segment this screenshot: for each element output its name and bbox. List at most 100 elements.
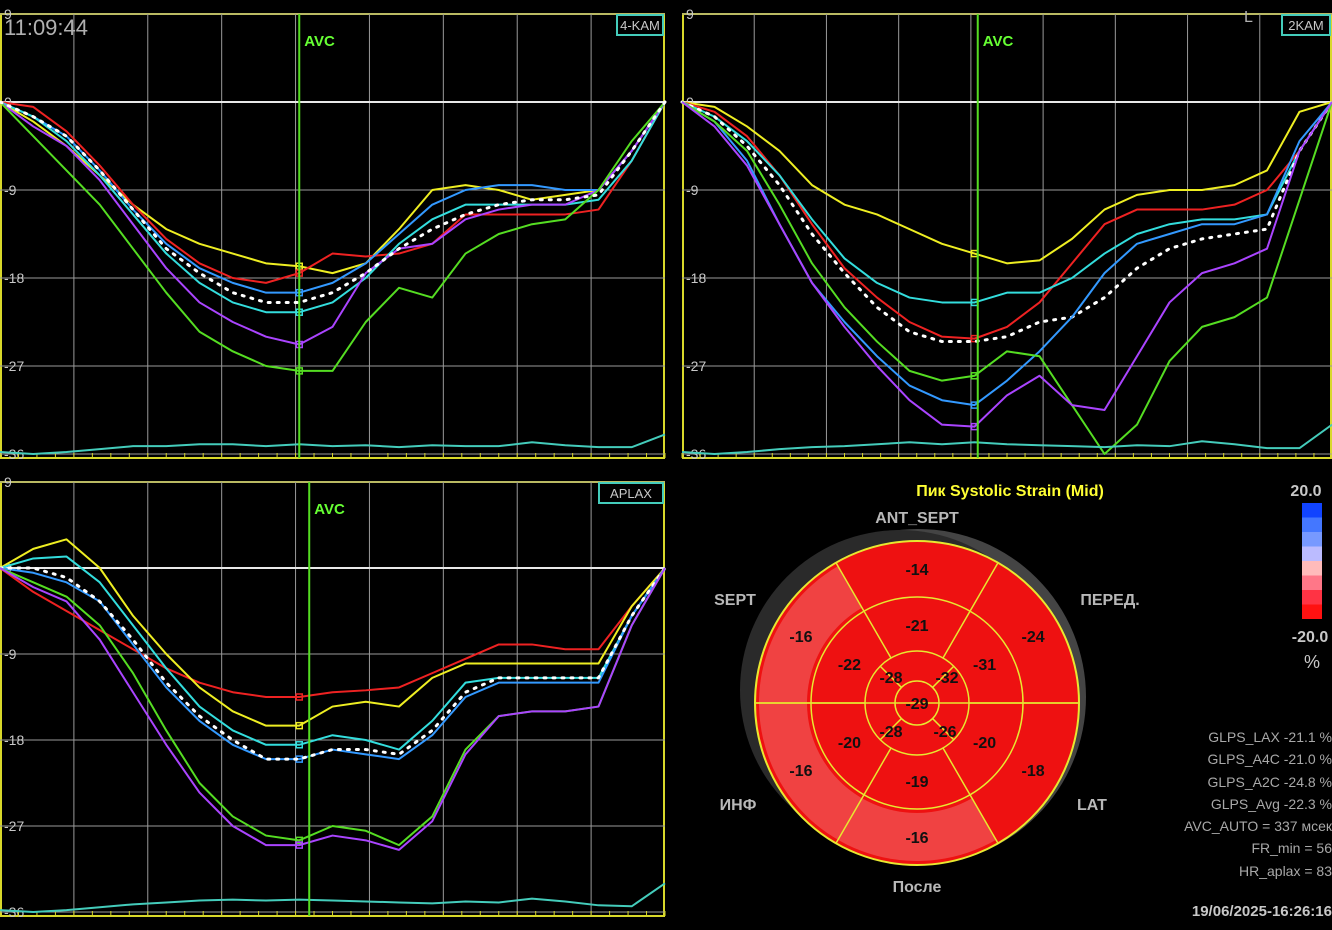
ecg-trace — [0, 882, 666, 914]
y-tick-label: -18 — [4, 732, 24, 748]
panel-frame — [0, 481, 665, 917]
corner-marker: L — [1244, 9, 1253, 26]
stat-glps-a4c: GLPS_A4C -21.0 % — [1207, 751, 1332, 767]
time-display: 11:09:44 — [4, 15, 88, 40]
y-tick-label: -9 — [4, 182, 17, 198]
segment-divider — [835, 562, 892, 659]
datetime-stamp: 19/06/2025-16:26:16 — [1192, 903, 1332, 920]
mid-segment-value: -21 — [905, 618, 928, 635]
stat-glps-avg: GLPS_Avg -22.3 % — [1211, 796, 1332, 812]
apex-segment-value: -29 — [905, 696, 928, 713]
basal-segment-value: -16 — [789, 763, 812, 780]
view-tag-label: 4-KAM — [620, 18, 660, 33]
strain-curve-blue — [0, 101, 666, 294]
mid-segment-value: -20 — [973, 735, 996, 752]
strain-curve-cyan — [0, 101, 666, 314]
peak-marker — [295, 693, 303, 701]
y-tick-label: -27 — [4, 818, 24, 834]
apical-segment-value: -28 — [879, 670, 902, 687]
strain-curve-yellow — [681, 101, 1332, 265]
wall-label-ant-sept: ANT_SEPT — [875, 510, 959, 527]
strain-curve-blue — [681, 101, 1332, 407]
scale-swatch — [1302, 561, 1322, 576]
peak-marker — [295, 841, 303, 849]
basal-segment-value: -14 — [905, 562, 928, 579]
strain-panel-2: 9 0 -9 -18 -27 -36 AVC 2KAM — [680, 6, 1332, 462]
apical-divider — [879, 665, 902, 688]
panel-frame — [0, 13, 665, 459]
y-tick-label: 9 — [4, 474, 12, 490]
strain-curve-green — [0, 101, 666, 372]
color-scale-bar — [1302, 503, 1322, 619]
peak-marker — [295, 836, 303, 845]
global-strain-stats: GLPS_LAX -21.1 % GLPS_A4C -21.0 % GLPS_A… — [1184, 729, 1332, 879]
basal-segment-value: -16 — [789, 629, 812, 646]
avc-label: AVC — [304, 33, 335, 50]
scale-max: 20.0 — [1290, 483, 1321, 500]
apical-segment-value: -26 — [933, 724, 956, 741]
avc-label: AVC — [314, 501, 345, 518]
y-tick-label: -27 — [4, 358, 24, 374]
y-tick-label: 9 — [686, 6, 694, 22]
bullseye-light-region — [758, 566, 996, 861]
y-tick-label: -27 — [686, 358, 706, 374]
wall-label-ant: ПЕРЕД. — [1080, 592, 1139, 609]
peak-marker — [295, 741, 303, 749]
view-tag-label: 2KAM — [1288, 18, 1323, 33]
mid-segment-value: -19 — [905, 774, 928, 791]
view-tag-box — [598, 482, 664, 504]
strain-curve-yellow — [0, 538, 666, 727]
strain-curve-purple — [0, 567, 666, 851]
apical-divider — [879, 718, 902, 741]
strain-curve-cyan — [681, 101, 1332, 304]
strain-curve-white_dotted — [0, 100, 667, 304]
mid-segment-value: -31 — [973, 657, 996, 674]
wall-label-inf: ИНФ — [720, 797, 757, 814]
strain-curve-panels: 9 0 -9 -18 -27 -36 AVC 4-KAM 9 0 -9 -18 -27 -36 AVC 2KA… — [0, 6, 1332, 920]
strain-curve-yellow — [0, 101, 666, 275]
ecg-trace — [681, 423, 1332, 456]
basal-segment-value: -24 — [1021, 629, 1044, 646]
strain-curve-red — [0, 101, 666, 284]
y-tick-label: 9 — [4, 6, 12, 22]
apical-segment-value: -32 — [935, 670, 958, 687]
y-tick-label: -9 — [686, 182, 699, 198]
strain-curve-purple — [681, 101, 1332, 428]
y-tick-label: -18 — [4, 270, 24, 286]
ecg-trace — [0, 433, 666, 456]
bullseye-title: Пик Systolic Strain (Mid) — [916, 483, 1104, 500]
peak-marker — [295, 721, 303, 730]
mid-segment-value: -22 — [838, 657, 861, 674]
basal-segment-value: -18 — [1021, 763, 1044, 780]
strain-curve-green — [681, 101, 1332, 455]
scale-swatch — [1302, 532, 1322, 547]
wall-label-lat: LAT — [1077, 797, 1107, 814]
scale-swatch — [1302, 575, 1322, 590]
strain-curve-red — [0, 567, 666, 698]
y-tick-label: -18 — [686, 270, 706, 286]
strain-curve-white_dotted — [0, 566, 667, 761]
scale-swatch — [1302, 503, 1322, 518]
apical-segment-value: -28 — [879, 724, 902, 741]
segment-divider — [942, 562, 999, 659]
scale-swatch — [1302, 517, 1322, 532]
panel-frame — [682, 13, 1332, 459]
y-tick-label: -36 — [4, 904, 24, 920]
segment-divider — [942, 747, 999, 844]
strain-curve-cyan — [0, 555, 666, 751]
view-tag-box — [616, 14, 664, 36]
stat-glps-a2c: GLPS_A2C -24.8 % — [1207, 774, 1332, 790]
y-tick-label: -36 — [686, 446, 706, 462]
stat-hr-aplax: HR_aplax = 83 — [1239, 863, 1332, 879]
stat-avc-auto: AVC_AUTO = 337 мсек — [1184, 818, 1332, 834]
stat-glps-lax: GLPS_LAX -21.1 % — [1208, 729, 1332, 745]
stat-fr-min: FR_min = 56 — [1251, 840, 1332, 856]
bullseye-plot: -14-24-18-16-16-16-21-31-20-19-20-22-32-… — [740, 529, 1086, 866]
view-tag-label: APLAX — [610, 486, 652, 501]
segment-divider — [835, 747, 892, 844]
apical-divider — [932, 665, 955, 688]
scale-unit: % — [1304, 652, 1320, 672]
mid-segment-value: -20 — [838, 735, 861, 752]
scale-swatch — [1302, 546, 1322, 561]
